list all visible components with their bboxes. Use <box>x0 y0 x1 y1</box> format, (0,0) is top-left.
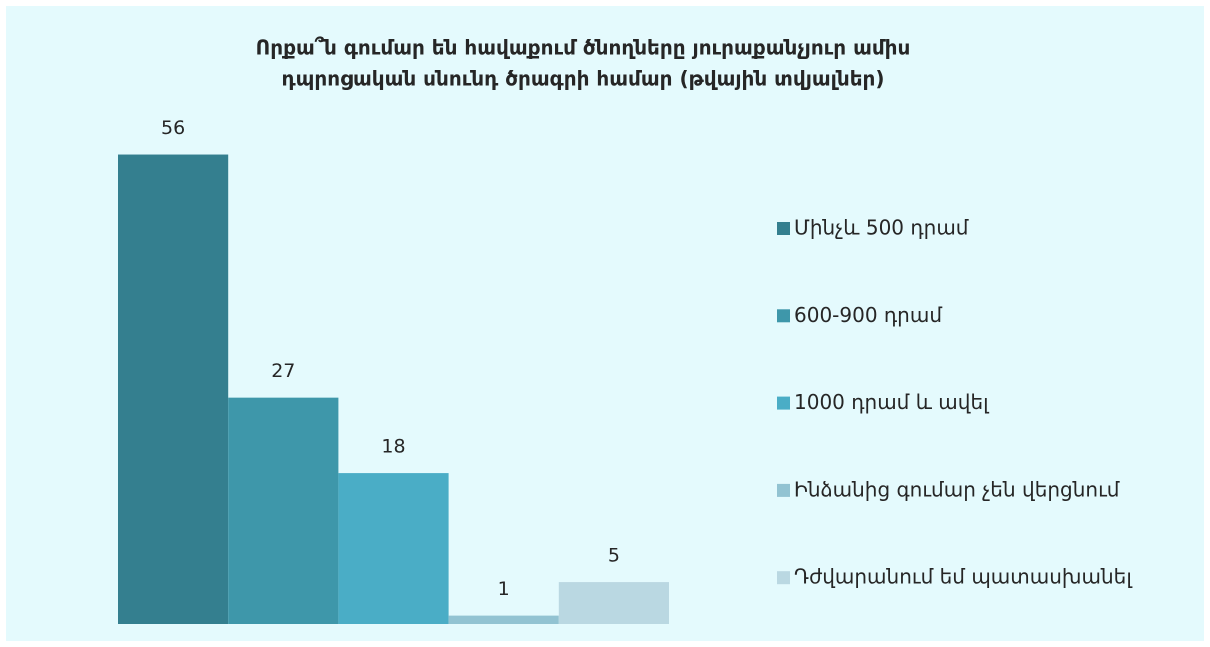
data-label: 5 <box>608 545 620 567</box>
bar <box>338 473 449 624</box>
legend-swatch <box>777 571 790 585</box>
legend-label: Ինձանից գումար չեն վերցնում <box>794 477 1120 501</box>
chart-title: Որքա՞ն գումար են հավաքում ծնողները յուրա… <box>256 36 911 60</box>
data-label: 27 <box>271 360 295 382</box>
bar <box>558 582 669 624</box>
legend-swatch <box>777 222 790 235</box>
legend-label: 600-900 դրամ <box>794 303 942 327</box>
legend-label: Դժվարանում եմ պատասխանել <box>794 565 1133 589</box>
legend-swatch <box>777 483 790 497</box>
bar <box>228 397 339 624</box>
legend-label: Մինչև 500 դրամ <box>794 216 969 240</box>
legend-swatch <box>777 396 790 410</box>
bar <box>448 615 559 624</box>
chart-title: դպրոցական սնունդ ծրագրի համար (թվային տվ… <box>281 67 884 91</box>
legend-label: 1000 դրամ և ավել <box>794 390 990 414</box>
data-label: 18 <box>381 436 405 458</box>
legend-swatch <box>777 309 790 323</box>
data-label: 1 <box>498 578 510 600</box>
data-label: 56 <box>161 117 185 139</box>
bar <box>118 154 229 625</box>
